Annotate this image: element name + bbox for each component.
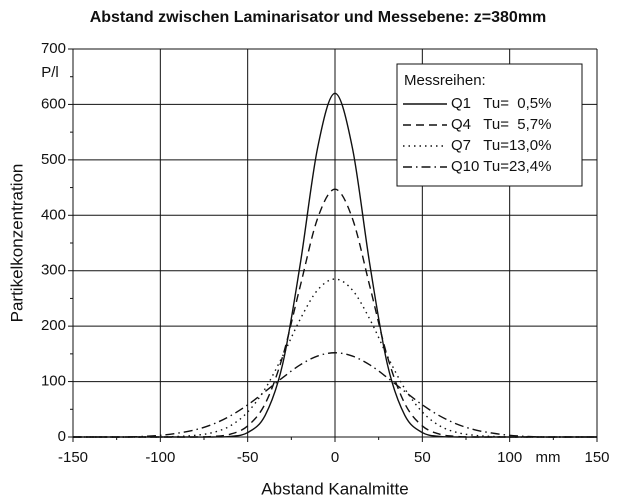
series-line [73, 92, 597, 438]
legend-label: Q10 Tu=23,4% [451, 158, 552, 175]
x-unit: mm [536, 449, 561, 466]
x-tick-label: 150 [584, 449, 609, 466]
legend-title: Messreihen: [404, 72, 486, 89]
y-axis-label: Partikelkonzentration [7, 164, 26, 323]
legend-label: Q4 Tu= 5,7% [451, 116, 551, 133]
x-tick-label: 0 [331, 449, 339, 466]
x-tick-label: 50 [414, 449, 431, 466]
y-unit: P/l [41, 64, 59, 81]
y-tick-label: 500 [41, 151, 66, 168]
x-tick-label: -100 [145, 449, 175, 466]
x-tick-label: -150 [58, 449, 88, 466]
legend-label: Q1 Tu= 0,5% [451, 95, 551, 112]
chart-title: Abstand zwischen Laminarisator und Messe… [90, 9, 547, 26]
series-line [73, 188, 597, 438]
y-tick-label: 100 [41, 373, 66, 390]
y-tick-label: 600 [41, 95, 66, 112]
y-tick-label: 200 [41, 317, 66, 334]
x-tick-label: -50 [237, 449, 259, 466]
x-tick-label: 100 [497, 449, 522, 466]
legend-box [396, 63, 583, 187]
x-axis-label: Abstand Kanalmitte [261, 479, 408, 498]
y-tick-label: 400 [41, 206, 66, 223]
series-line [73, 352, 597, 438]
y-tick-label: 700 [41, 40, 66, 57]
y-tick-label: 300 [41, 262, 66, 279]
legend-label: Q7 Tu=13,0% [451, 137, 551, 154]
y-tick-label: 0 [58, 428, 66, 445]
